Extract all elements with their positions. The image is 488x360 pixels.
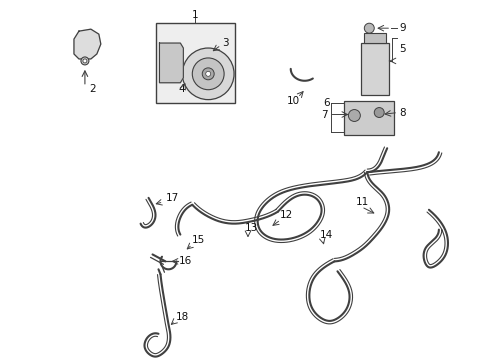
Circle shape [373,108,384,117]
Text: 11: 11 [355,197,368,207]
Text: 10: 10 [286,96,300,105]
Text: 9: 9 [398,23,405,33]
Circle shape [202,68,214,80]
Polygon shape [159,43,183,83]
Text: 15: 15 [192,234,205,244]
Text: 13: 13 [244,222,258,233]
Text: 7: 7 [320,109,327,120]
Circle shape [347,109,360,121]
Bar [364,33,386,43]
Text: 3: 3 [222,38,228,48]
Polygon shape [74,29,101,59]
FancyBboxPatch shape [155,23,235,103]
Text: 14: 14 [319,230,332,239]
Text: 8: 8 [398,108,405,117]
Circle shape [205,71,210,76]
Circle shape [83,59,87,63]
Text: 4: 4 [178,84,184,94]
Text: 5: 5 [398,44,405,54]
Circle shape [192,58,224,90]
Circle shape [182,48,234,100]
Text: 6: 6 [322,98,329,108]
Text: 12: 12 [279,210,292,220]
Text: 1: 1 [192,10,198,20]
Text: 18: 18 [175,312,188,322]
Circle shape [364,23,373,33]
Bar [361,43,388,95]
Text: 17: 17 [165,193,178,203]
Bar [344,100,393,135]
Text: 16: 16 [178,256,191,266]
Text: 2: 2 [89,84,95,94]
Circle shape [81,57,89,65]
